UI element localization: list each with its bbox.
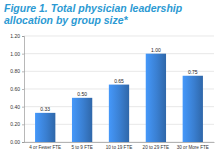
data-label: 0.50 xyxy=(77,91,87,97)
bar xyxy=(146,54,166,142)
y-tick: 1.20 xyxy=(10,33,24,39)
bars xyxy=(35,54,203,142)
bar xyxy=(72,98,92,142)
y-tick-mark xyxy=(22,124,24,125)
data-label: 1.00 xyxy=(151,47,161,53)
y-tick-mark xyxy=(22,54,24,55)
bar xyxy=(109,85,129,142)
y-tick: 0.20 xyxy=(10,121,24,127)
y-tick-mark xyxy=(22,107,24,108)
grid-line xyxy=(24,36,214,37)
y-tick-label: 0.00 xyxy=(10,139,20,145)
y-tick-mark xyxy=(22,71,24,72)
x-tick: 4 or Fewer FTE xyxy=(29,142,61,150)
title-line: Figure 1. Total physician leadership xyxy=(4,2,183,14)
x-tick-label: 5 to 9 FTE xyxy=(71,145,92,150)
y-axis: 0.00 0.20 0.40 0.60 0.80 1.00 1.20 xyxy=(10,33,24,145)
bar xyxy=(35,113,55,142)
y-tick-label: 0.60 xyxy=(10,86,20,92)
x-tick-label: 10 to 19 FTE xyxy=(106,145,133,150)
title: Figure 1. Total physician leadershipallo… xyxy=(4,2,183,26)
bar xyxy=(183,76,203,142)
y-tick-mark xyxy=(22,36,24,37)
x-tick: 5 to 9 FTE xyxy=(71,142,92,150)
x-tick: 10 to 19 FTE xyxy=(106,142,133,150)
data-label: 0.75 xyxy=(188,69,198,75)
y-tick-label: 1.00 xyxy=(10,51,20,57)
data-labels: 0.33 0.50 0.65 1.00 0.75 xyxy=(40,47,198,112)
y-tick-label: 1.20 xyxy=(10,33,20,39)
chart: Figure 1. Total physician leadershipallo… xyxy=(0,0,220,159)
grid-line xyxy=(24,53,214,54)
y-tick: 1.00 xyxy=(10,51,24,57)
y-tick-label: 0.20 xyxy=(10,121,20,127)
title-line: allocation by group size* xyxy=(4,14,129,26)
y-tick: 0.80 xyxy=(10,68,24,74)
x-tick: 20 to 29 FTE xyxy=(143,142,170,150)
y-tick-mark xyxy=(22,142,24,143)
x-tick-label: 20 to 29 FTE xyxy=(143,145,170,150)
x-tick-label: 4 or Fewer FTE xyxy=(29,145,61,150)
data-label: 0.33 xyxy=(40,106,50,112)
y-tick-label: 0.80 xyxy=(10,68,20,74)
data-label: 0.65 xyxy=(114,78,124,84)
x-axis-line xyxy=(25,142,215,143)
y-tick-mark xyxy=(22,89,24,90)
y-tick: 0.00 xyxy=(10,139,24,145)
x-tick: 30 or More FTE xyxy=(177,142,209,150)
grid-line xyxy=(24,71,214,72)
y-tick-label: 0.40 xyxy=(10,104,20,110)
y-tick: 0.40 xyxy=(10,104,24,110)
x-tick-label: 30 or More FTE xyxy=(177,145,209,150)
grid xyxy=(24,36,214,142)
plot: 0.00 0.20 0.40 0.60 0.80 1.00 1.20 4 or Fewer F… xyxy=(10,33,214,150)
y-axis-line xyxy=(22,37,25,143)
y-tick: 0.60 xyxy=(10,86,24,92)
x-axis: 4 or Fewer FTE 5 to 9 FTE 10 to 19 FTE 20 t… xyxy=(25,142,215,150)
